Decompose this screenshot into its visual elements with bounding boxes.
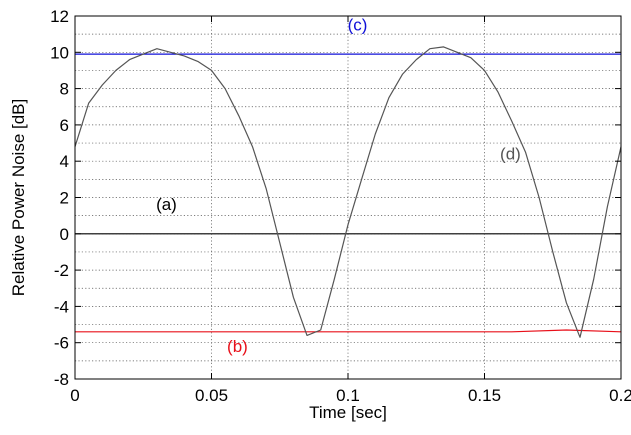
- series-label-1: (b): [227, 337, 248, 356]
- series-line-1: [75, 329, 622, 333]
- y-tick-label: -8: [54, 370, 69, 389]
- y-tick-label: -2: [54, 261, 69, 280]
- x-tick-label: 0: [70, 386, 79, 405]
- series-label-3: (d): [500, 144, 521, 163]
- x-axis-title: Time [sec]: [309, 403, 387, 422]
- y-axis-title: Relative Power Noise [dB]: [9, 99, 28, 296]
- y-tick-label: 2: [60, 189, 69, 208]
- series-label-2: (c): [348, 16, 368, 35]
- y-tick-label: 12: [50, 7, 69, 26]
- series-label-0: (a): [156, 195, 177, 214]
- y-tick-label: 8: [60, 80, 69, 99]
- y-tick-label: 0: [60, 225, 69, 244]
- x-tick-label: 0.15: [468, 386, 501, 405]
- data-series: [74, 46, 622, 338]
- series-line-3: [74, 46, 622, 338]
- y-tick-label: 4: [60, 152, 69, 171]
- axis-ticks: -8 -6 -4 -2 0 2 4 6 8 10 12 0 0.05 0.1 0.15 0.2: [50, 7, 631, 405]
- x-tick-label: 0.2: [609, 386, 631, 405]
- x-tick-label: 0.05: [195, 386, 228, 405]
- y-tick-label: 6: [60, 116, 69, 135]
- series-labels: (a) (b) (c) (d): [156, 16, 521, 356]
- x-tick-label: 0.1: [336, 386, 360, 405]
- y-tick-label: 10: [50, 43, 69, 62]
- y-tick-label: -4: [54, 297, 69, 316]
- y-tick-label: -6: [54, 334, 69, 353]
